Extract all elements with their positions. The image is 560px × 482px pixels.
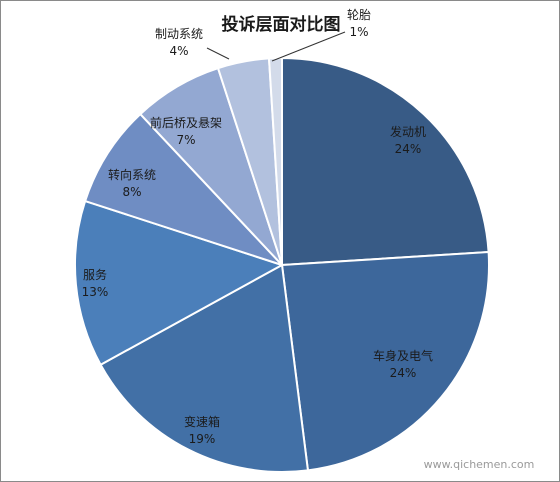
pie-slice-2 [280, 250, 490, 472]
slice-value-label-5: 8% [122, 185, 141, 199]
slice-category-label-5: 转向系统 [108, 167, 156, 182]
slice-category-label-1: 发动机 [390, 124, 426, 139]
leader-lines [206, 31, 346, 62]
leader-line-8 [271, 31, 346, 62]
leader-line-7 [206, 47, 230, 60]
pie-slice-3 [99, 263, 310, 473]
slice-value-label-2: 24% [390, 366, 417, 380]
chart-title: 投诉层面对比图 [222, 14, 341, 35]
slice-category-label-6: 前后桥及悬架 [150, 115, 222, 130]
slice-category-label-7: 制动系统 [155, 27, 203, 41]
slice-category-label-4: 服务 [83, 267, 107, 282]
pie-slice-4 [74, 199, 285, 367]
pie-slice-5 [83, 112, 283, 266]
watermark-text: www.qichemen.com [424, 458, 535, 471]
pie-slice-1 [281, 56, 490, 267]
slice-value-label-8: 1% [349, 25, 368, 39]
slice-category-label-3: 变速箱 [184, 414, 220, 429]
pie-slice-8 [267, 56, 283, 266]
slice-value-label-1: 24% [395, 142, 422, 156]
slice-value-label-7: 4% [169, 44, 188, 58]
pie-slices [74, 56, 490, 473]
slice-value-label-6: 7% [176, 133, 195, 147]
slice-category-label-8: 轮胎 [347, 8, 371, 22]
slice-value-label-3: 19% [189, 432, 216, 446]
slice-value-label-4: 13% [82, 285, 109, 299]
slice-labels: 发动机 24% 车身及电气 24% 变速箱 19% 服务 13% 转向系统 8% 前后桥及悬架 7% 制… [82, 8, 433, 446]
slice-category-label-2: 车身及电气 [373, 348, 433, 363]
